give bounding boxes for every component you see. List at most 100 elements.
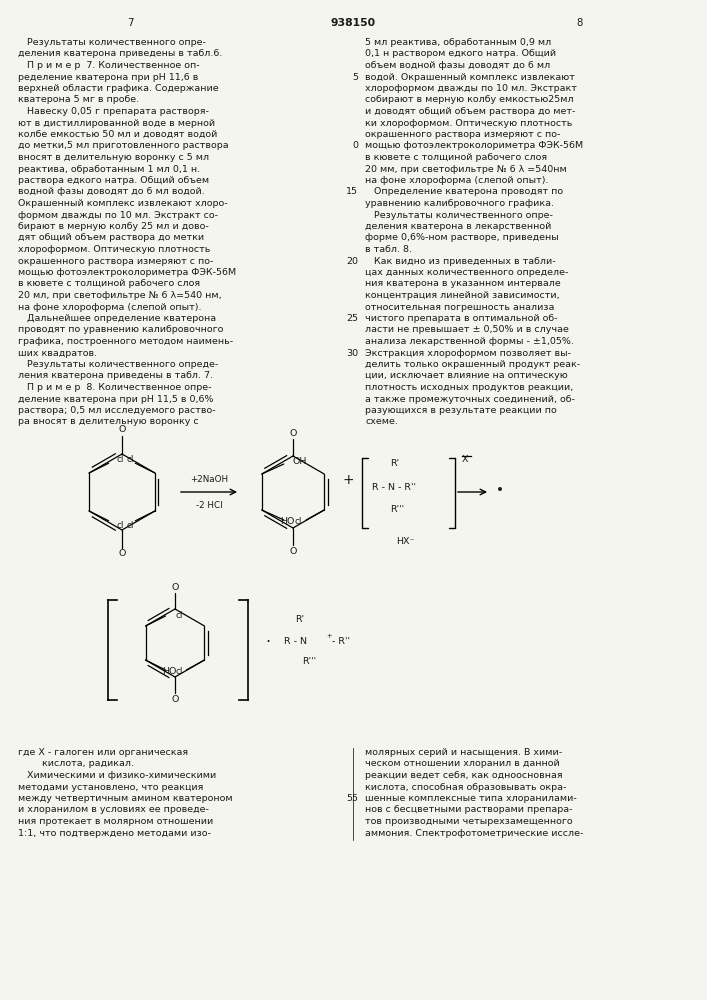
Text: Дальнейшее определение кватерона: Дальнейшее определение кватерона: [18, 314, 216, 323]
Text: cl: cl: [294, 518, 301, 526]
Text: методами установлено, что реакция: методами установлено, что реакция: [18, 782, 204, 792]
Text: молярных серий и насыщения. В хими-: молярных серий и насыщения. В хими-: [365, 748, 562, 757]
Text: окрашенного раствора измеряют с по-: окрашенного раствора измеряют с по-: [18, 256, 214, 265]
Text: ра вносят в делительную воронку с: ра вносят в делительную воронку с: [18, 418, 199, 426]
Text: 5: 5: [352, 73, 358, 82]
Text: нов с бесцветными растворами препара-: нов с бесцветными растворами препара-: [365, 806, 573, 814]
Text: до метки,5 мл приготовленного раствора: до метки,5 мл приготовленного раствора: [18, 141, 228, 150]
Text: R - N - R'': R - N - R'': [372, 483, 416, 491]
Text: бирают в мерную колбу 25 мл и дово-: бирают в мерную колбу 25 мл и дово-: [18, 222, 209, 231]
Text: уравнению калибровочного графика.: уравнению калибровочного графика.: [365, 199, 554, 208]
Text: кислота, радикал.: кислота, радикал.: [18, 760, 134, 768]
Text: деление кватерона при рН 11,5 в 0,6%: деление кватерона при рН 11,5 в 0,6%: [18, 394, 214, 403]
Text: графика, построенного методом наимень-: графика, построенного методом наимень-: [18, 337, 233, 346]
Text: ределение кватерона при рН 11,6 в: ределение кватерона при рН 11,6 в: [18, 73, 199, 82]
Text: 0: 0: [352, 141, 358, 150]
Text: ческом отношении хлоранил в данной: ческом отношении хлоранил в данной: [365, 760, 560, 768]
Text: раствора едкого натра. Общий объем: раствора едкого натра. Общий объем: [18, 176, 209, 185]
Text: 1:1, что подтверждено методами изо-: 1:1, что подтверждено методами изо-: [18, 828, 211, 838]
Text: мощью фотоэлектроколориметра ФЭК-56М: мощью фотоэлектроколориметра ФЭК-56М: [365, 141, 583, 150]
Text: ласти не превышает ± 0,50% и в случае: ласти не превышает ± 0,50% и в случае: [365, 326, 569, 334]
Text: аммония. Спектрофотометрические иссле-: аммония. Спектрофотометрические иссле-: [365, 828, 583, 838]
Text: ших квадратов.: ших квадратов.: [18, 349, 97, 358]
Text: R': R': [390, 458, 399, 468]
Text: 8: 8: [577, 18, 583, 28]
Text: O: O: [171, 694, 179, 704]
Text: деления кватерона приведены в табл.6.: деления кватерона приведены в табл.6.: [18, 49, 223, 58]
Text: +: +: [326, 633, 332, 639]
Text: вносят в делительную воронку с 5 мл: вносят в делительную воронку с 5 мл: [18, 153, 209, 162]
Text: в кювете с толщиной рабочего слоя: в кювете с толщиной рабочего слоя: [365, 153, 547, 162]
Text: 5 мл реактива, обработанным 0,9 мл: 5 мл реактива, обработанным 0,9 мл: [365, 38, 551, 47]
Text: анализа лекарственной формы - ±1,05%.: анализа лекарственной формы - ±1,05%.: [365, 337, 574, 346]
Text: Экстракция хлороформом позволяет вы-: Экстракция хлороформом позволяет вы-: [365, 349, 571, 358]
Text: на фоне хлороформа (слепой опыт).: на фоне хлороформа (слепой опыт).: [365, 176, 549, 185]
Text: ют в дистиллированной воде в мерной: ют в дистиллированной воде в мерной: [18, 118, 215, 127]
Text: 30: 30: [346, 349, 358, 358]
Text: проводят по уравнению калибровочного: проводят по уравнению калибровочного: [18, 326, 223, 334]
Text: HO: HO: [280, 516, 294, 526]
Text: формом дважды по 10 мл. Экстракт со-: формом дважды по 10 мл. Экстракт со-: [18, 211, 218, 220]
Text: между четвертичным амином кватероном: между четвертичным амином кватероном: [18, 794, 233, 803]
Text: R''': R''': [390, 504, 404, 514]
Text: делить только окрашенный продукт реак-: делить только окрашенный продукт реак-: [365, 360, 580, 369]
Text: O: O: [289, 428, 297, 438]
Text: окрашенного раствора измеряют с по-: окрашенного раствора измеряют с по-: [365, 130, 561, 139]
Text: хлороформом дважды по 10 мл. Экстракт: хлороформом дважды по 10 мл. Экстракт: [365, 84, 577, 93]
Text: и хлоранилом в условиях ее проведе-: и хлоранилом в условиях ее проведе-: [18, 806, 209, 814]
Text: в кювете с толщиной рабочего слоя: в кювете с толщиной рабочего слоя: [18, 279, 200, 288]
Text: Навеску 0,05 г препарата растворя-: Навеску 0,05 г препарата растворя-: [18, 107, 209, 116]
Text: а также промежуточных соединений, об-: а также промежуточных соединений, об-: [365, 394, 575, 403]
Text: ления кватерона приведены в табл. 7.: ления кватерона приведены в табл. 7.: [18, 371, 213, 380]
Text: верхней области графика. Содержание: верхней области графика. Содержание: [18, 84, 218, 93]
Text: O: O: [118, 426, 126, 434]
Text: относительная погрешность анализа: относительная погрешность анализа: [365, 302, 554, 312]
Text: объем водной фазы доводят до 6 мл: объем водной фазы доводят до 6 мл: [365, 61, 550, 70]
Text: O: O: [118, 550, 126, 558]
Text: cl: cl: [127, 454, 134, 464]
Text: тов производными четырехзамещенного: тов производными четырехзамещенного: [365, 817, 573, 826]
Text: деления кватерона в лекарственной: деления кватерона в лекарственной: [365, 222, 551, 231]
Text: и доводят общий объем раствора до мет-: и доводят общий объем раствора до мет-: [365, 107, 575, 116]
Text: схеме.: схеме.: [365, 418, 398, 426]
Text: X: X: [462, 456, 469, 464]
Text: в табл. 8.: в табл. 8.: [365, 245, 412, 254]
Text: кислота, способная образовывать окра-: кислота, способная образовывать окра-: [365, 782, 566, 792]
Text: где X - галоген или органическая: где X - галоген или органическая: [18, 748, 188, 757]
Text: 20 мм, при светофильтре № 6 λ =540нм: 20 мм, при светофильтре № 6 λ =540нм: [365, 164, 567, 174]
Text: П р и м е р  8. Количественное опре-: П р и м е р 8. Количественное опре-: [18, 383, 211, 392]
Text: ки хлороформом. Оптическую плотность: ки хлороформом. Оптическую плотность: [365, 118, 573, 127]
Text: cl: cl: [127, 520, 134, 530]
Text: мощью фотоэлектроколориметра ФЭК-56М: мощью фотоэлектроколориметра ФЭК-56М: [18, 268, 236, 277]
Text: O: O: [289, 546, 297, 556]
Text: водой. Окрашенный комплекс извлекают: водой. Окрашенный комплекс извлекают: [365, 73, 575, 82]
Text: R''': R''': [302, 658, 316, 666]
Text: cl: cl: [176, 610, 183, 619]
Text: 938150: 938150: [330, 18, 375, 28]
Text: П р и м е р  7. Количественное оп-: П р и м е р 7. Количественное оп-: [18, 61, 199, 70]
Text: хлороформом. Оптическую плотность: хлороформом. Оптическую плотность: [18, 245, 211, 254]
Text: 25: 25: [346, 314, 358, 323]
Text: R': R': [295, 615, 304, 624]
Text: Результаты количественного опре-: Результаты количественного опре-: [365, 211, 553, 220]
Text: концентрация линейной зависимости,: концентрация линейной зависимости,: [365, 291, 560, 300]
Text: форме 0,6%-ном растворе, приведены: форме 0,6%-ном растворе, приведены: [365, 233, 559, 242]
Text: ·: ·: [265, 636, 271, 650]
Text: R - N: R - N: [284, 638, 307, 647]
Text: O: O: [171, 582, 179, 591]
Text: плотность исходных продуктов реакции,: плотность исходных продуктов реакции,: [365, 383, 573, 392]
Text: - R'': - R'': [332, 638, 350, 647]
Text: собирают в мерную колбу емкостью25мл: собирают в мерную колбу емкостью25мл: [365, 96, 573, 104]
Text: Результаты количественного опре-: Результаты количественного опре-: [18, 38, 206, 47]
Text: 7: 7: [127, 18, 133, 28]
Text: 55: 55: [346, 794, 358, 803]
Text: ции, исключает влияние на оптическую: ции, исключает влияние на оптическую: [365, 371, 568, 380]
Text: -2 HCl: -2 HCl: [196, 500, 222, 510]
Text: HO: HO: [163, 666, 177, 676]
Text: Окрашенный комплекс извлекают хлоро-: Окрашенный комплекс извлекают хлоро-: [18, 199, 228, 208]
Text: Химическими и физико-химическими: Химическими и физико-химическими: [18, 771, 216, 780]
Text: шенные комплексные типа хлоранилами-: шенные комплексные типа хлоранилами-: [365, 794, 577, 803]
Text: реакции ведет себя, как одноосновная: реакции ведет себя, как одноосновная: [365, 771, 563, 780]
Text: дят общий объем раствора до метки: дят общий объем раствора до метки: [18, 233, 204, 242]
Text: реактива, обработанным 1 мл 0,1 н.: реактива, обработанным 1 мл 0,1 н.: [18, 164, 200, 174]
